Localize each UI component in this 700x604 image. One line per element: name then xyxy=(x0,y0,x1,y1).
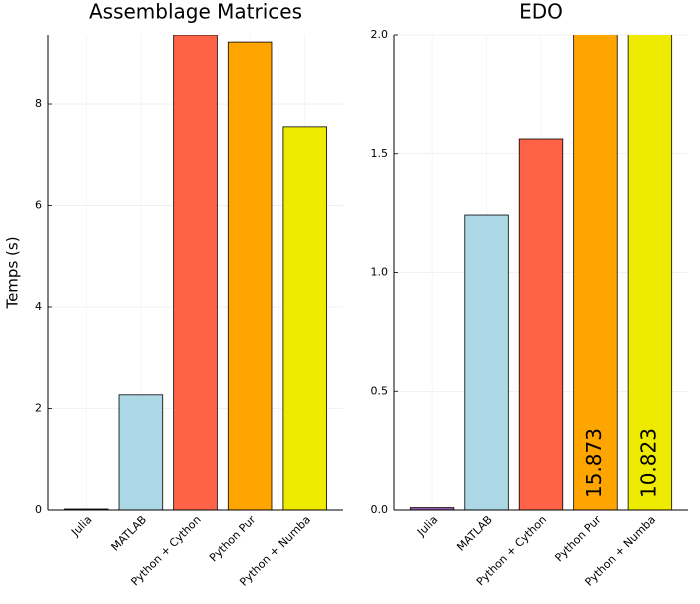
y-tick-label: 1.0 xyxy=(371,266,389,279)
y-tick-label: 0.5 xyxy=(371,384,389,397)
bar xyxy=(518,138,564,510)
value-label: 15.873 xyxy=(582,428,606,498)
bar xyxy=(409,507,455,510)
x-tick-label: Julia xyxy=(414,513,440,539)
x-tick-label: Julia xyxy=(68,513,94,539)
y-tick-label: 8 xyxy=(35,97,42,110)
bar xyxy=(63,508,109,510)
y-axis-label: Temps (s) xyxy=(4,236,22,309)
y-tick-label: 0.0 xyxy=(371,503,389,516)
bar xyxy=(118,394,164,510)
y-tick-label: 6 xyxy=(35,199,42,212)
bar xyxy=(464,214,509,510)
x-tick-label: MATLAB xyxy=(454,513,495,554)
subplot-title: EDO xyxy=(519,0,563,24)
y-tick-label: 1.5 xyxy=(371,147,389,160)
y-tick-label: 4 xyxy=(35,300,42,313)
bar xyxy=(627,35,673,510)
subplot-title: Assemblage Matrices xyxy=(89,0,302,24)
x-tick-label: Python Pur xyxy=(552,513,604,565)
y-tick-label: 2.0 xyxy=(371,28,389,41)
bar xyxy=(227,41,273,510)
bars xyxy=(63,35,328,510)
y-tick-label: 0 xyxy=(35,503,42,516)
bars xyxy=(409,35,673,510)
bar xyxy=(282,126,328,510)
bar xyxy=(173,35,218,510)
subplot: Assemblage Matrices Temps (s) 0 2 4 6 8 Julia MA… xyxy=(4,0,343,589)
bar xyxy=(573,35,618,510)
y-tick-label: 2 xyxy=(35,402,42,415)
value-label: 10.823 xyxy=(636,428,660,498)
x-tick-label: Python Pur xyxy=(207,513,259,565)
x-tick-label: MATLAB xyxy=(109,513,150,554)
